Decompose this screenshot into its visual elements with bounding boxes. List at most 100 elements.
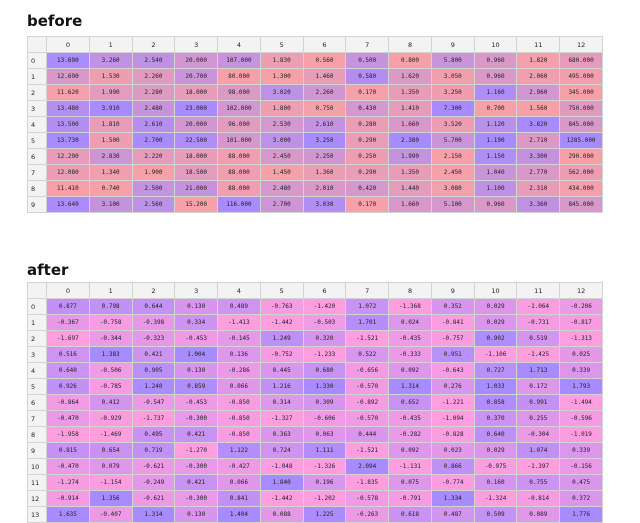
table-cell: 0.700 — [473, 100, 518, 117]
table-cell: 680.000 — [559, 52, 603, 69]
table-row: 4 13.500 1.810 2.610 20.000 96.000 2.530 2.610 0… — [27, 116, 603, 133]
table-cell: -1.094 — [430, 410, 475, 427]
table-cell: 1.111 — [302, 442, 347, 459]
table-cell: -0.344 — [88, 330, 133, 347]
row-index-label: 0 — [27, 298, 47, 315]
column-header: 11 — [516, 282, 561, 299]
section-title-after: after — [27, 261, 69, 279]
table-cell: 1.500 — [88, 132, 133, 149]
table-cell: 0.866 — [430, 458, 475, 475]
table-cell: 0.858 — [473, 394, 518, 411]
table-cell: -0.304 — [516, 426, 561, 443]
table-cell: 0.960 — [473, 196, 518, 213]
table-cell: 0.487 — [430, 506, 475, 523]
table-cell: 0.618 — [388, 506, 432, 523]
table-cell: 1.820 — [516, 52, 561, 69]
table-cell: 2.280 — [131, 84, 176, 101]
table-cell: 80.000 — [217, 68, 261, 85]
table-cell: -0.814 — [516, 490, 561, 507]
column-header: 7 — [345, 282, 390, 299]
table-cell: 0.991 — [516, 394, 561, 411]
table-cell: 2.450 — [259, 148, 304, 165]
table-cell: -1.420 — [302, 298, 347, 315]
table-cell: 2.260 — [131, 68, 176, 85]
table-row: 1 -0.367 -0.758 -0.398 0.334 -1.413 -1.442 -0.5… — [27, 314, 603, 331]
table-cell: 2.250 — [302, 148, 347, 165]
table-cell: 0.800 — [388, 52, 432, 69]
table-cell: -0.841 — [430, 314, 475, 331]
header-row: 0 1 2 3 4 5 6 7 8 9 10 11 12 — [27, 282, 603, 299]
table-row: 5 0.926 -0.785 1.240 0.859 0.066 1.216 1.330 -0.… — [27, 378, 603, 395]
table-cell: 0.421 — [174, 474, 219, 491]
table-cell: -1.368 — [388, 298, 432, 315]
table-cell: 0.755 — [516, 474, 561, 491]
table-cell: 116.000 — [217, 196, 261, 213]
table-cell: 0.644 — [131, 298, 176, 315]
table-cell: 0.029 — [473, 442, 518, 459]
after-table-container[interactable]: 0 1 2 3 4 5 6 7 8 9 10 11 12 0 0.877 0.798 0.644 0.130 0.… — [27, 282, 603, 523]
table-cell: 0.727 — [473, 362, 518, 379]
table-cell: 1.660 — [388, 116, 432, 133]
table-row: 12 -0.914 1.356 -0.621 -0.300 0.841 -1.442 -1.2… — [27, 490, 603, 507]
table-cell: -0.774 — [430, 474, 475, 491]
column-header: 4 — [217, 282, 261, 299]
table-cell: 0.654 — [88, 442, 133, 459]
table-cell: 1.225 — [302, 506, 347, 523]
table-cell: 2.460 — [88, 212, 133, 213]
table-cell: 98.000 — [217, 84, 261, 101]
table-cell: 1.330 — [302, 378, 347, 395]
column-header: 7 — [345, 36, 390, 53]
table-cell: 0.290 — [345, 132, 390, 149]
table-cell: 2.710 — [516, 132, 561, 149]
table-cell: -0.791 — [388, 490, 432, 507]
table-cell: 0.951 — [430, 346, 475, 363]
table-cell: 0.339 — [559, 362, 603, 379]
table-cell: 20.000 — [174, 52, 219, 69]
table-cell: 0.640 — [473, 426, 518, 443]
table-cell: 1.800 — [259, 100, 304, 117]
table-row: 9 0.815 0.654 0.719 -1.270 1.122 0.724 1.111 -1.… — [27, 442, 603, 459]
table-cell: 0.421 — [174, 426, 219, 443]
row-index-label: 6 — [27, 148, 47, 165]
corner-header-cell — [27, 282, 47, 299]
table-cell: 3.300 — [516, 148, 561, 165]
table-cell: 2.220 — [131, 148, 176, 165]
table-cell: 88.000 — [217, 180, 261, 197]
column-header: 2 — [131, 282, 176, 299]
table-cell: -0.156 — [559, 458, 603, 475]
table-cell: 2.700 — [131, 132, 176, 149]
table-row: 3 0.516 1.383 0.421 1.004 0.136 -0.752 -1.233 0.… — [27, 346, 603, 363]
table-cell: -0.621 — [131, 490, 176, 507]
row-index-label: 4 — [27, 116, 47, 133]
table-row: 8 11.410 0.740 2.500 21.000 88.000 2.480 2.010 0… — [27, 180, 603, 197]
column-header: 6 — [302, 282, 347, 299]
table-cell: -0.333 — [388, 346, 432, 363]
table-cell: -1.019 — [559, 426, 603, 443]
table-cell: -0.300 — [174, 410, 219, 427]
table-cell: 3.100 — [88, 196, 133, 213]
table-cell: -0.547 — [131, 394, 176, 411]
table-cell: 3.030 — [302, 196, 347, 213]
row-index-label: 11 — [27, 474, 47, 491]
table-cell: 7.300 — [430, 100, 475, 117]
table-cell: 1.340 — [88, 164, 133, 181]
table-cell: -0.621 — [131, 458, 176, 475]
row-index-label: 0 — [27, 52, 47, 69]
table-cell: 495.000 — [559, 68, 603, 85]
table-row: 4 0.640 -0.506 0.905 0.130 -0.286 0.445 0.680 -0… — [27, 362, 603, 379]
table-cell: -1.327 — [259, 410, 304, 427]
table-cell: 13.500 — [46, 116, 90, 133]
table-cell: -1.221 — [430, 394, 475, 411]
table-cell: 1.701 — [345, 314, 390, 331]
table-cell: 0.495 — [131, 426, 176, 443]
column-header: 0 — [46, 36, 90, 53]
column-header: 0 — [46, 282, 90, 299]
table-cell: 1.404 — [217, 506, 261, 523]
table-cell: 2.150 — [430, 148, 475, 165]
table-cell: 0.136 — [217, 346, 261, 363]
table-cell: -0.300 — [174, 458, 219, 475]
column-header: 10 — [473, 36, 518, 53]
table-cell: 0.740 — [88, 180, 133, 197]
before-table-container: 0 1 2 3 4 5 6 7 8 9 10 11 12 0 13.690 3.260 2.540 20.000… — [27, 36, 603, 213]
table-cell: -0.850 — [217, 426, 261, 443]
